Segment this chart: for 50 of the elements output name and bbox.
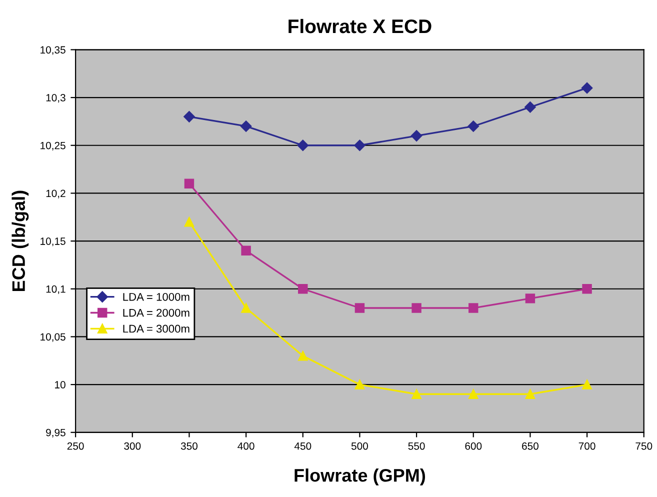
x-tick-label: 700 (578, 442, 596, 450)
point (582, 284, 592, 294)
point (241, 303, 251, 313)
point (412, 303, 422, 313)
y-tick-label: 10,2 (46, 190, 66, 198)
point (354, 380, 365, 390)
point (354, 140, 366, 151)
y-tick-label: 10,1 (46, 285, 66, 294)
point (581, 82, 593, 94)
point (524, 102, 536, 113)
point (184, 178, 194, 189)
y-tick-label: 10,15 (40, 238, 66, 246)
legend-label: LDA = 3000m (123, 324, 190, 333)
y-tick-label: 10 (55, 381, 66, 388)
y-tick-label: 10,25 (40, 142, 66, 150)
point (184, 111, 195, 122)
point (412, 389, 422, 399)
y-tick-label: 10,35 (40, 46, 66, 55)
y-axis-title: ECD (lb/gal) (12, 190, 29, 291)
x-tick-label: 600 (465, 442, 482, 450)
legend-label: LDA = 1000m (123, 292, 190, 301)
point (298, 350, 308, 361)
x-tick-label: 550 (408, 442, 425, 450)
point (240, 120, 252, 132)
legend-label: LDA = 2000m (123, 308, 190, 317)
point (298, 284, 308, 294)
chart-title: Flowrate X ECD (288, 18, 432, 34)
x-tick-label: 300 (124, 442, 141, 450)
point (582, 380, 592, 390)
point (241, 246, 251, 256)
y-tick-label: 10,05 (40, 333, 66, 342)
point (525, 294, 536, 304)
y-tick-label: 10,3 (46, 94, 66, 103)
point (468, 303, 478, 313)
x-tick-label: 450 (294, 442, 312, 450)
point (354, 303, 365, 313)
point (468, 120, 479, 132)
point (297, 140, 308, 151)
x-tick-label: 250 (67, 442, 84, 450)
x-tick-label: 500 (351, 442, 368, 450)
x-tick-label: 650 (522, 442, 538, 450)
point (184, 217, 194, 227)
point (468, 389, 478, 399)
x-tick-label: 750 (636, 442, 652, 450)
y-tick-label: 9,95 (46, 428, 66, 438)
point (410, 130, 422, 142)
x-axis-title: Flowrate (GPM) (294, 468, 426, 486)
point (525, 389, 536, 399)
x-tick-label: 350 (180, 442, 198, 450)
x-tick-label: 400 (238, 442, 254, 450)
